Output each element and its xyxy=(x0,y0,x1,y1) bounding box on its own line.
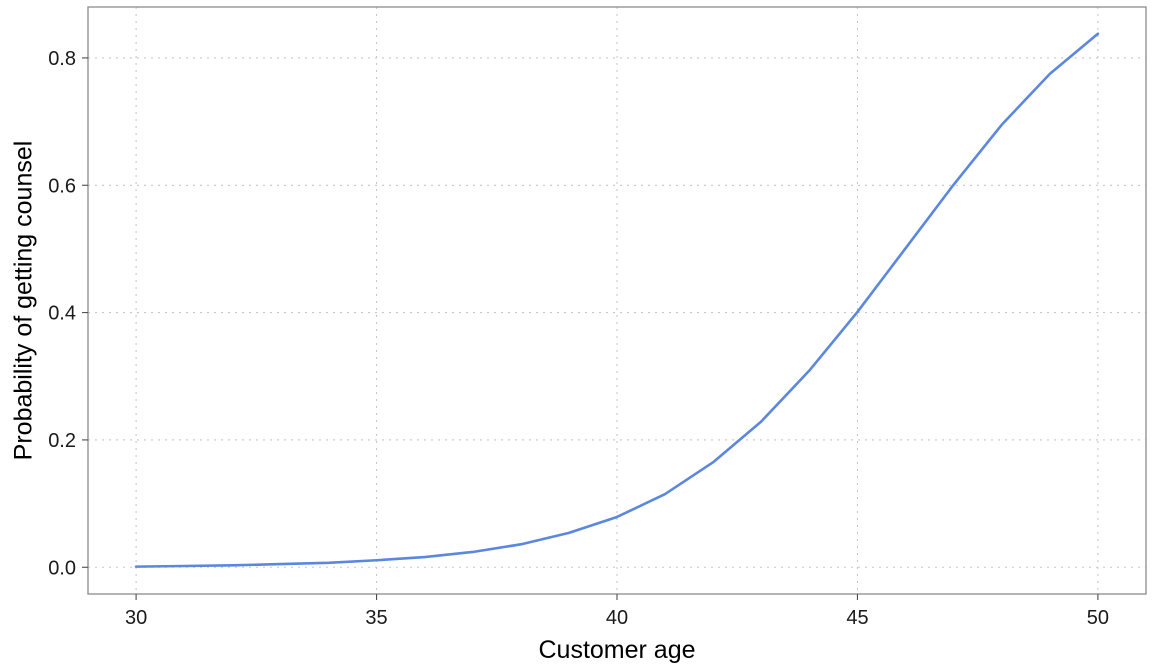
y-tick-label: 0.2 xyxy=(48,430,76,452)
x-tick-label: 45 xyxy=(846,607,868,629)
axis-tick-labels: 30 35 40 45 50 0.0 0.2 0.4 0.6 0.8 xyxy=(48,48,1109,629)
y-tick-label: 0.0 xyxy=(48,557,76,579)
series-line xyxy=(134,32,1100,568)
y-tick-label: 0.4 xyxy=(48,303,76,325)
x-tick-label: 50 xyxy=(1087,607,1109,629)
y-tick-label: 0.6 xyxy=(48,175,76,197)
x-tick-label: 35 xyxy=(365,607,387,629)
y-tick-label: 0.8 xyxy=(48,48,76,70)
y-axis-title: Probability of getting counsel xyxy=(10,141,38,461)
axis-ticks xyxy=(82,57,1099,600)
grid-lines xyxy=(88,7,1146,594)
x-axis-title: Customer age xyxy=(538,636,695,664)
x-tick-label: 40 xyxy=(606,607,628,629)
series-layer xyxy=(134,32,1100,568)
x-tick-label: 30 xyxy=(125,607,147,629)
